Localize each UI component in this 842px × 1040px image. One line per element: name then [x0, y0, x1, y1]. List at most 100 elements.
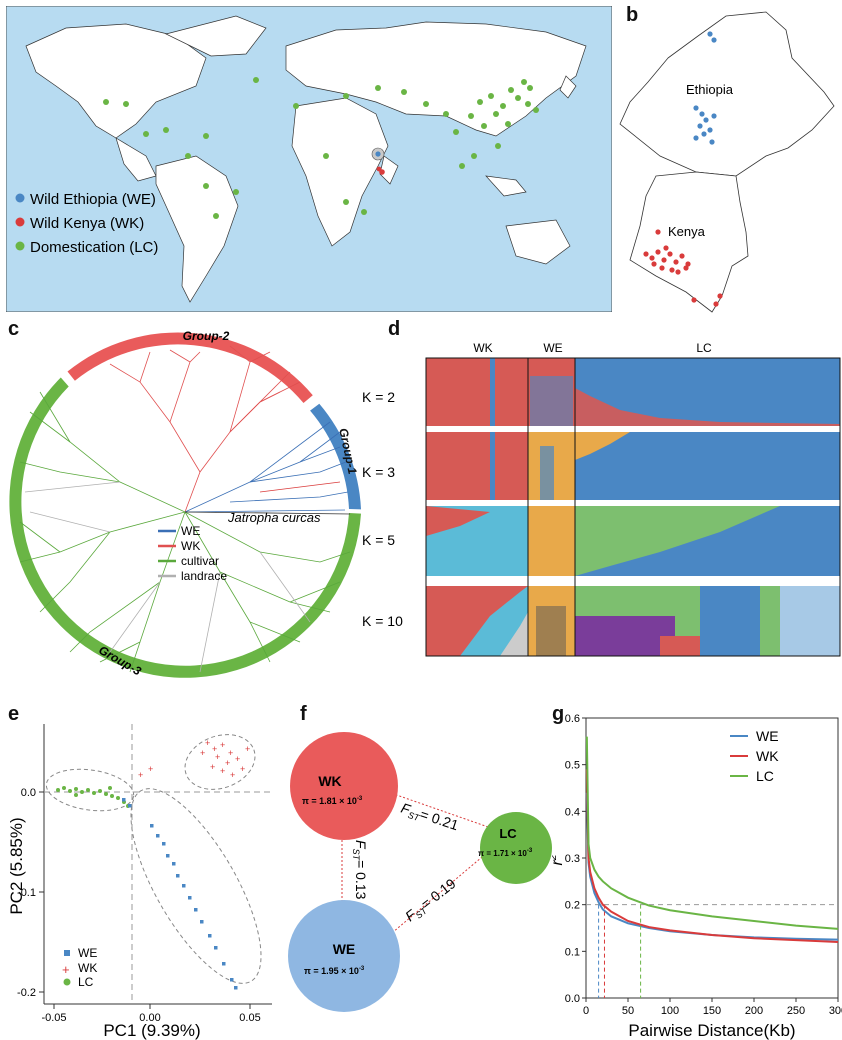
svg-text:+: +	[240, 764, 245, 774]
ld-plot-frame	[585, 717, 839, 999]
legend-we-label: Wild Ethiopia (WE)	[30, 191, 156, 208]
panel-label-d: d	[388, 318, 401, 340]
pca-ytick-3: -0.2	[17, 987, 36, 999]
fst-label-wk-lc: FST= 0.21	[398, 800, 460, 836]
outgroup-label: Jatropha curcas	[227, 510, 321, 525]
ld-series-line-wk	[585, 769, 839, 943]
fst-node-we-name: WE	[333, 941, 356, 957]
ld-legend: WE WK LC	[730, 728, 779, 784]
structure-col-wk: WK	[473, 341, 492, 355]
ethiopia-outline	[619, 11, 835, 177]
ld-legend-lc: LC	[756, 768, 774, 784]
group-3-arc	[9, 377, 362, 678]
svg-text:+: +	[148, 764, 153, 774]
tree-legend-we: WE	[181, 524, 200, 538]
ethiopia-points	[693, 31, 717, 145]
pca-wk-ellipse	[184, 734, 256, 790]
fst-node-lc-name: LC	[499, 826, 517, 841]
structure-k3	[426, 432, 840, 500]
panel-label-g: g	[552, 703, 565, 725]
structure-plot: WK WE LC K = 2 K = 3 K = 5 K = 10	[362, 341, 841, 657]
svg-text:+: +	[235, 754, 240, 764]
ld-xtick-label-6: 300	[829, 1005, 842, 1017]
legend-we-dot	[15, 193, 25, 203]
panel-label-c: c	[8, 318, 20, 340]
fst-node-we	[288, 900, 400, 1012]
world-map-land	[25, 15, 587, 303]
svg-text:+: +	[228, 748, 233, 758]
structure-k2	[426, 358, 840, 426]
pca-ylabel: PC2 (5.85%)	[7, 817, 26, 914]
pca-xlabel: PC1 (9.39%)	[103, 1021, 200, 1040]
structure-k5	[426, 506, 840, 576]
ld-ytick-label-6: 0.6	[565, 713, 580, 725]
tree-legend-cultivar: cultivar	[181, 554, 219, 568]
fst-node-we-pi: π = 1.95 × 10-3	[304, 966, 365, 976]
legend-lc-dot	[15, 241, 25, 251]
svg-text:+: +	[210, 762, 215, 772]
pca-ytick-2: -0.1	[17, 887, 36, 899]
svg-text:+: +	[225, 758, 230, 768]
fst-diagram: WK π = 1.81 × 10-3 LC π = 1.71 × 10-3 WE…	[288, 732, 552, 1012]
pca-legend-we: WE	[78, 946, 97, 960]
pca-legend-wk-marker: +	[62, 962, 70, 977]
pca-plot: PC2 (5.85%) PC1 (9.39%) -0.05 0.00 0.05 …	[7, 724, 272, 1040]
svg-text:+: +	[138, 770, 143, 780]
ld-xtick-label-0: 0	[583, 1005, 589, 1017]
outgroup-branch	[184, 511, 351, 515]
ld-legend-we: WE	[756, 728, 779, 744]
fst-label-wk-we: FST= 0.13	[351, 840, 369, 900]
pca-xtick-2: 0.00	[139, 1012, 160, 1024]
pca-legend: + WE WK LC	[62, 946, 97, 989]
fst-node-wk-name: WK	[318, 773, 341, 789]
structure-col-lc: LC	[696, 341, 712, 355]
fst-node-lc	[480, 812, 552, 884]
ld-series-line-lc	[585, 736, 839, 930]
fst-label-we-lc: FST= 0.19	[402, 875, 460, 926]
structure-col-we: WE	[543, 341, 562, 355]
world-map: Wild Ethiopia (WE) Wild Kenya (WK) Domes…	[6, 6, 612, 312]
ld-xtick-label-1: 50	[622, 1005, 634, 1017]
pca-xtick-1: -0.05	[41, 1012, 66, 1024]
ld-axis-ticks: 0 50 100 150 200 250 300 0.0 0.1 0.2 0.3 0.4 0.5 0.6	[565, 713, 842, 1017]
structure-row-k3: K = 3	[362, 464, 395, 480]
ld-xtick-label-3: 150	[703, 1005, 721, 1017]
pca-xtick-3: 0.05	[239, 1012, 260, 1024]
ld-ylabel: r2	[552, 854, 566, 865]
svg-text:+: +	[220, 740, 225, 750]
phylogenetic-tree: Group-2 Group-1 Group-3	[9, 329, 362, 678]
legend-lc-label: Domestication (LC)	[30, 239, 158, 256]
fst-node-wk	[290, 732, 398, 840]
regional-map: Ethiopia Kenya	[619, 11, 835, 313]
svg-text:+: +	[200, 748, 205, 758]
ld-ytick-label-4: 0.4	[565, 806, 580, 818]
svg-text:+: +	[245, 744, 250, 754]
structure-row-k10: K = 10	[362, 613, 403, 629]
fst-node-wk-pi: π = 1.81 × 10-3	[302, 796, 363, 806]
world-map-points	[103, 77, 539, 219]
group-2-arc	[67, 332, 313, 403]
svg-text:+: +	[220, 766, 225, 776]
ld-ytick-label-5: 0.5	[565, 760, 580, 772]
pca-legend-wk: WK	[78, 961, 97, 975]
group-2-label: Group-2	[183, 329, 230, 343]
ld-series	[585, 736, 839, 998]
svg-text:+: +	[205, 738, 210, 748]
structure-k10	[426, 586, 840, 656]
legend-wk-label: Wild Kenya (WK)	[30, 215, 144, 232]
ld-ytick-label-3: 0.3	[565, 853, 580, 865]
ld-ytick-label-1: 0.1	[565, 946, 580, 958]
panel-label-e: e	[8, 703, 20, 725]
world-map-legend: Wild Ethiopia (WE) Wild Kenya (WK) Domes…	[15, 191, 158, 256]
kenya-label: Kenya	[668, 224, 706, 239]
panel-label-b: b	[626, 4, 639, 26]
fst-node-lc-pi: π = 1.71 × 10-3	[478, 848, 533, 858]
ld-ytick-label-0: 0.0	[565, 993, 580, 1005]
panel-label-f: f	[300, 703, 307, 725]
pca-ytick-1: 0.0	[21, 787, 36, 799]
kenya-outline	[629, 171, 749, 313]
ld-xtick-label-5: 250	[787, 1005, 805, 1017]
tree-legend-landrace: landrace	[181, 569, 227, 583]
legend-wk-dot	[15, 217, 25, 227]
ld-decay-chart: 0501001502002503000.00.10.20.30.40.50.6 …	[552, 713, 842, 1040]
